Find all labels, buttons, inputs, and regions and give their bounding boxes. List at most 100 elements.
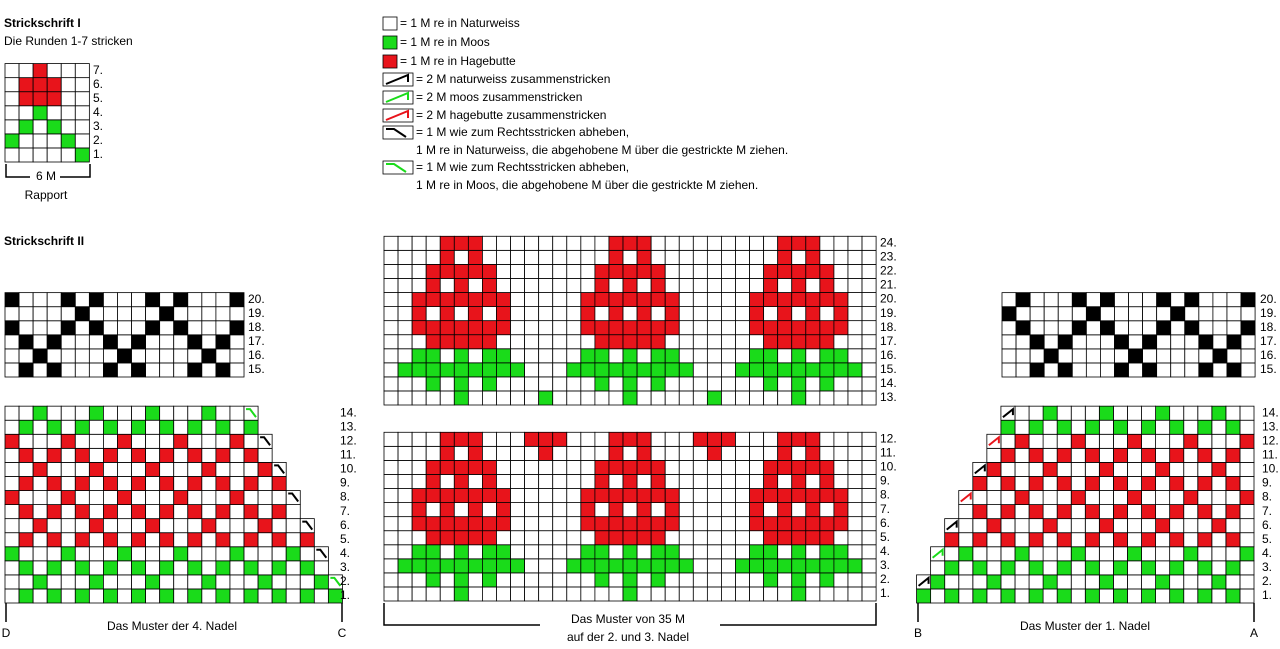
cell: [1042, 419, 1058, 435]
cell: [159, 405, 175, 421]
cell: [1155, 476, 1171, 491]
cell: [425, 558, 441, 574]
cell: [271, 560, 287, 576]
cell: [650, 544, 666, 560]
cell: [706, 292, 722, 307]
cell: [692, 292, 708, 307]
cell: [32, 546, 48, 562]
cell: [1198, 362, 1214, 378]
cell: [594, 235, 610, 251]
cell: [735, 376, 750, 392]
cell: [173, 419, 189, 435]
cell: [819, 586, 835, 602]
cell: [805, 390, 821, 406]
cell: [4, 334, 20, 350]
cell: [524, 431, 540, 447]
cell: [74, 574, 90, 590]
cell: [1142, 362, 1158, 378]
cell: [88, 292, 104, 308]
cell: [243, 588, 259, 604]
cell: [88, 476, 104, 491]
cell: [173, 588, 189, 604]
cell: [833, 516, 849, 532]
cell: [411, 249, 427, 265]
cell: [453, 516, 469, 532]
cell: [594, 306, 610, 322]
cell: [805, 292, 821, 307]
cell: [1014, 546, 1030, 562]
cell: [510, 292, 526, 307]
cell: [510, 474, 526, 489]
cell: [425, 431, 441, 447]
cell: [1114, 306, 1129, 322]
cell: [32, 588, 48, 604]
cell: [678, 376, 694, 392]
cell: [1197, 405, 1213, 421]
cell: [692, 362, 708, 378]
cell: [229, 476, 245, 491]
cell: [622, 235, 638, 251]
cell: [18, 292, 34, 308]
cell: [18, 334, 34, 350]
cell: [986, 574, 1002, 590]
cell: [453, 292, 469, 307]
cell: [1001, 292, 1017, 308]
cell: [819, 235, 835, 251]
cell: [1155, 574, 1171, 590]
cell: [524, 474, 540, 489]
cell: [1198, 334, 1214, 350]
cell: [664, 586, 680, 602]
cell: [1239, 405, 1255, 421]
cell: [145, 546, 161, 562]
cell: [74, 147, 90, 163]
cell: [425, 235, 441, 251]
cell: [243, 433, 259, 449]
cell: [636, 445, 652, 461]
cell: [566, 516, 582, 532]
cell: [510, 348, 526, 364]
cell: [594, 292, 610, 307]
cell: [847, 292, 863, 307]
cell: [594, 488, 610, 503]
cell: [285, 560, 301, 576]
cell: [930, 574, 946, 590]
cell: [46, 588, 62, 604]
cell: [201, 433, 217, 449]
cell: [678, 502, 694, 518]
cell: [763, 488, 779, 503]
cell: [636, 348, 652, 364]
legend-text: = 2 M hagebutte zusammenstricken: [416, 108, 606, 122]
cell: [749, 320, 765, 336]
cell: [18, 362, 34, 378]
cell: [735, 320, 750, 336]
cell: [173, 433, 189, 449]
cell: [791, 376, 807, 392]
cell: [496, 278, 511, 293]
cell: [88, 348, 104, 364]
cell: [1197, 447, 1213, 463]
cell: [18, 560, 34, 576]
cell: [552, 362, 568, 378]
caption: Das Muster von 35 M: [571, 612, 685, 626]
cell: [1056, 433, 1072, 449]
cell: [18, 105, 34, 121]
cell: [791, 544, 807, 560]
cell: [173, 490, 189, 505]
cell: [201, 320, 217, 336]
cell: [721, 235, 736, 251]
end-label: A: [1250, 626, 1258, 640]
cell: [1211, 518, 1227, 534]
cell: [1128, 334, 1144, 350]
cell: [1098, 447, 1114, 463]
cell: [1169, 546, 1185, 562]
cell: [32, 133, 48, 149]
cell: [1000, 490, 1016, 505]
cell: [482, 431, 497, 447]
cell: [510, 445, 526, 461]
cell: [117, 574, 132, 590]
cell: [1169, 433, 1185, 449]
cell: [60, 334, 76, 350]
cell: [4, 133, 20, 149]
cell: [411, 459, 427, 475]
cell: [271, 490, 287, 505]
